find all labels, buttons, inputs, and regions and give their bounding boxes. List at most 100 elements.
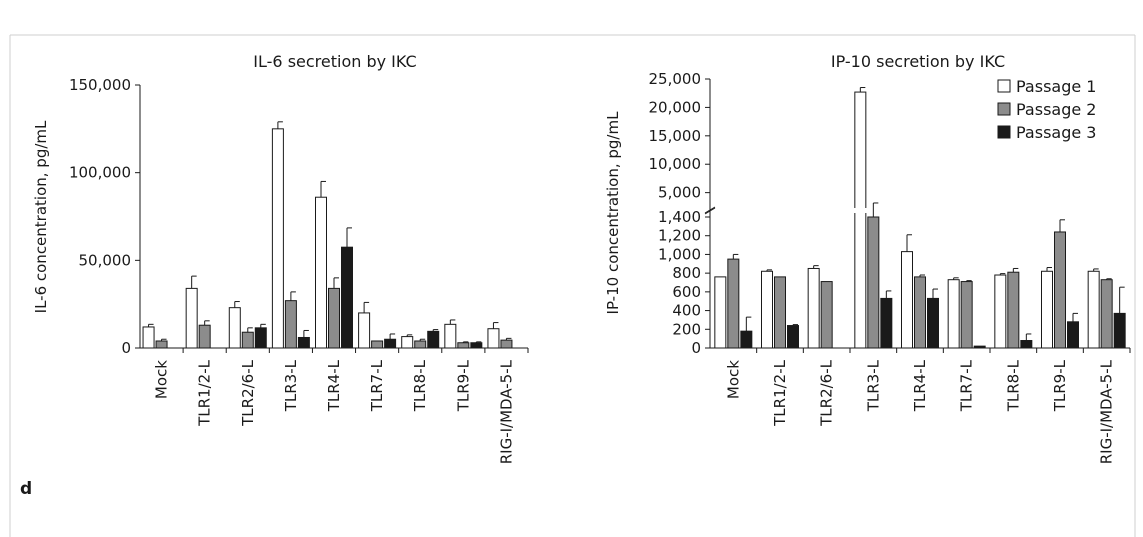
il6-bar-tlr7-l-series1	[358, 312, 371, 349]
il6-bar-tlr2-6-l-series2	[241, 331, 254, 349]
ip10-y-tick-label: 800	[672, 264, 701, 282]
il6-chart-title: IL-6 secretion by IKC	[253, 52, 416, 71]
il6-y-tick-label: 150,000	[69, 76, 131, 94]
ip10-bar-tlr4-l-passage-1	[901, 251, 913, 349]
ip10-bar-tlr7-l-passage-2	[960, 281, 973, 349]
il6-x-tick-label-rig-i-mda-5-l: RIG-I/MDA-5-L	[497, 359, 515, 464]
il6-bar-tlr7-l-series2	[371, 340, 384, 349]
ip10-bar-rig-i-mda-5-l-passage-2	[1100, 279, 1113, 349]
ip10-y-tick-label: 1,400	[658, 208, 701, 226]
legend-label-passage-3: Passage 3	[1016, 123, 1096, 142]
il6-bar-tlr3-l-series2	[284, 300, 297, 349]
ip10-bar-mock-passage-1	[714, 276, 727, 349]
il6-y-axis-label: IL-6 concentration, pg/mL	[32, 120, 50, 313]
il6-bar-tlr4-l-series2	[328, 287, 340, 349]
il6-bar-rig-i-mda-5-l-series1	[487, 328, 500, 349]
ip10-bar-mock-passage-3	[740, 330, 753, 349]
ip10-y-tick-label: 25,000	[649, 70, 702, 88]
il6-x-tick-label-tlr3-l: TLR3-L	[282, 359, 300, 412]
ip10-y-tick-label: 15,000	[649, 127, 702, 145]
il6-bar-tlr9-l-series3	[470, 342, 483, 349]
ip10-bar-tlr3-l-passage-3	[880, 297, 893, 349]
legend-label-passage-2: Passage 2	[1016, 100, 1096, 119]
ip10-bar-tlr1-2-l-passage-3	[787, 325, 799, 349]
ip10-y-axis-label: IP-10 concentration, pg/mL	[604, 111, 622, 315]
ip10-y-tick-label: 200	[672, 320, 701, 338]
legend-swatch-passage-1	[997, 79, 1011, 93]
ip10-bar-rig-i-mda-5-l-passage-1	[1087, 270, 1100, 349]
ip10-bar-break-gap	[853, 208, 867, 213]
ip10-x-tick-label-tlr4-l: TLR4-L	[911, 359, 929, 412]
ip10-y-tick-label: 20,000	[649, 98, 702, 116]
il6-x-tick-label-tlr2-6-l: TLR2/6-L	[239, 359, 257, 426]
il6-y-tick-label: 0	[121, 339, 131, 357]
il6-bar-tlr9-l-series1	[444, 323, 457, 349]
il6-x-tick-label-tlr8-l: TLR8-L	[411, 359, 429, 412]
ip10-bar-tlr2-6-l-passage-1	[807, 267, 820, 349]
ip10-x-tick-label-tlr8-l: TLR8-L	[1004, 359, 1022, 412]
ip10-bar-tlr2-6-l-passage-2	[820, 281, 833, 349]
ip10-bar-tlr8-l-passage-3	[1020, 340, 1033, 349]
il6-y-tick-label: 100,000	[69, 164, 131, 182]
ip10-bar-tlr8-l-passage-2	[1007, 271, 1020, 349]
il6-x-tick-label-tlr9-l: TLR9-L	[454, 359, 472, 412]
il6-bar-tlr2-6-l-series1	[228, 307, 241, 349]
ip10-y-tick-label: 1,200	[658, 227, 701, 245]
ip10-y-tick-label: 600	[672, 283, 701, 301]
legend-label-passage-1: Passage 1	[1016, 77, 1096, 96]
ip10-bar-tlr7-l-passage-3	[973, 345, 986, 349]
ip10-bar-tlr1-2-l-passage-1	[761, 270, 773, 349]
ip10-chart-panel: IP-10 secretion by IKC IP-10 concentrati…	[604, 52, 1131, 464]
ip10-bar-mock-passage-2	[727, 258, 740, 349]
ip10-bar-tlr4-l-passage-2	[914, 276, 926, 349]
ip10-axis-break-mark	[704, 207, 716, 215]
ip10-x-tick-label-tlr9-l: TLR9-L	[1051, 359, 1069, 412]
ip10-bar-tlr3-l-passage-1	[854, 91, 867, 349]
ip10-legend: Passage 1 Passage 2 Passage 3	[997, 77, 1096, 142]
il6-bar-tlr8-l-series3	[427, 330, 440, 349]
il6-bar-tlr7-l-series3	[384, 338, 397, 349]
legend-swatch-passage-2	[997, 102, 1011, 116]
il6-bar-tlr8-l-series1	[401, 336, 414, 349]
ip10-axis-break-mark	[704, 206, 716, 214]
il6-bar-tlr9-l-series2	[457, 342, 470, 349]
il6-bar-mock-series2	[155, 340, 168, 349]
il6-bar-tlr3-l-series1	[271, 128, 284, 349]
ip10-y-tick-label: 10,000	[649, 155, 702, 173]
ip10-bars	[714, 87, 1126, 349]
ip10-y-tick-label: 0	[691, 339, 701, 357]
ip10-x-tick-label-tlr2-6-l: TLR2/6-L	[818, 359, 836, 426]
il6-axes: 0 50,000 100,000 150,000 Mock TLR1/2-L TLR2/6-…	[69, 76, 529, 464]
ip10-bar-tlr9-l-passage-1	[1041, 270, 1053, 349]
ip10-y-tick-label: 5,000	[658, 184, 701, 202]
il6-bar-rig-i-mda-5-l-series2	[500, 339, 513, 349]
il6-bar-tlr4-l-series1	[315, 196, 327, 349]
ip10-bar-tlr8-l-passage-1	[994, 274, 1007, 349]
il6-chart-panel: IL-6 secretion by IKC IL-6 concentration…	[32, 52, 529, 464]
il6-x-tick-label-tlr7-l: TLR7-L	[368, 359, 386, 412]
il6-bars	[142, 121, 513, 349]
ip10-x-tick-label-tlr7-l: TLR7-L	[958, 359, 976, 412]
il6-bar-tlr8-l-series2	[414, 340, 427, 349]
il6-bar-tlr4-l-series3	[341, 246, 353, 349]
ip10-y-tick-label: 1,000	[658, 245, 701, 263]
ip10-bar-tlr1-2-l-passage-2	[774, 276, 786, 349]
ip10-bar-tlr9-l-passage-2	[1054, 231, 1066, 349]
ip10-x-tick-label-tlr1-2-l: TLR1/2-L	[771, 359, 789, 426]
ip10-y-tick-label: 400	[672, 302, 701, 320]
legend-swatch-passage-3	[997, 125, 1011, 139]
il6-bar-tlr2-6-l-series3	[254, 327, 267, 349]
il6-bar-tlr3-l-series3	[297, 336, 310, 349]
ip10-bar-tlr7-l-passage-1	[947, 279, 960, 349]
ip10-x-tick-label-tlr3-l: TLR3-L	[864, 359, 882, 412]
ip10-x-tick-label-mock: Mock	[724, 360, 742, 399]
ip10-bar-tlr9-l-passage-3	[1067, 321, 1079, 349]
il6-x-tick-label-tlr4-l: TLR4-L	[325, 359, 343, 412]
ip10-bar-tlr3-l-passage-2	[867, 216, 880, 349]
il6-y-tick-label: 50,000	[79, 251, 132, 269]
il6-bar-tlr1-2-l-series1	[185, 287, 198, 349]
ip10-chart-title: IP-10 secretion by IKC	[831, 52, 1005, 71]
